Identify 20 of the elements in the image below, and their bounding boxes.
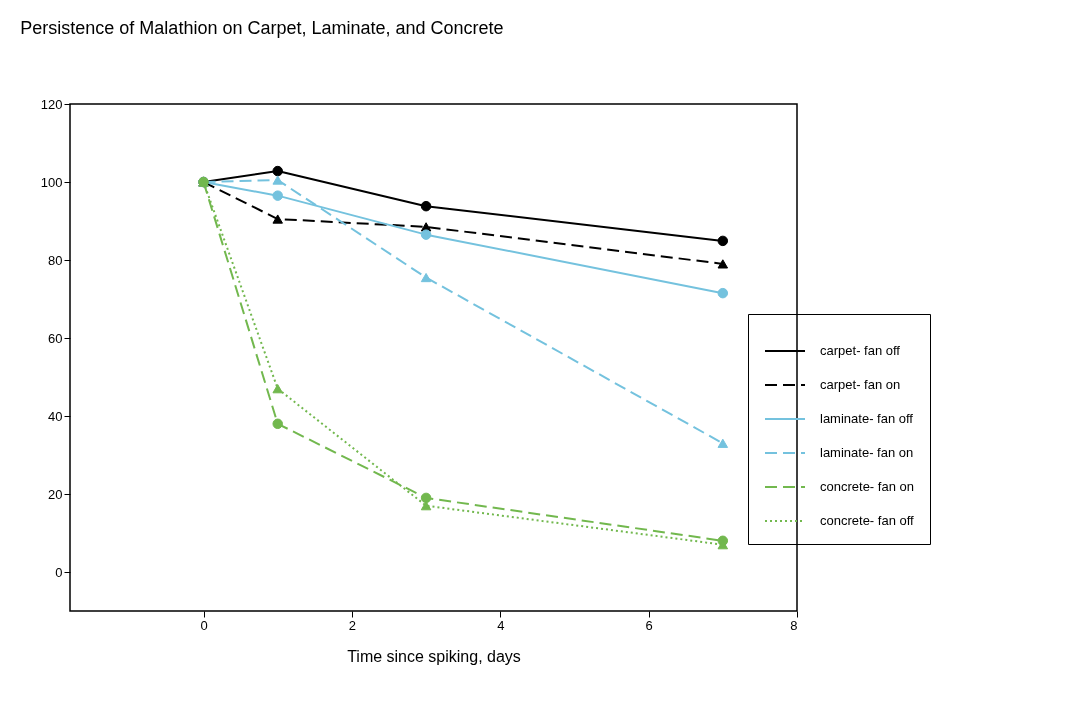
x-tick-label: 6: [645, 617, 653, 633]
y-tick-label: 80: [48, 252, 63, 268]
y-tick-label: 100: [40, 174, 63, 190]
legend-label: concrete- fan off: [820, 513, 915, 528]
legend-label: laminate- fan on: [820, 445, 914, 460]
y-tick-label: 20: [48, 486, 63, 502]
x-tick-label: 4: [497, 617, 505, 633]
legend-label: carpet- fan on: [820, 377, 901, 392]
legend-label: concrete- fan on: [820, 479, 914, 494]
x-tick-label: 0: [200, 617, 208, 633]
x-axis-title: Time since spiking, days: [347, 647, 521, 665]
y-tick-label: 60: [48, 330, 63, 346]
legend-label: laminate- fan off: [820, 411, 914, 426]
y-tick-label: 120: [40, 96, 63, 112]
x-tick-label: 8: [790, 617, 798, 633]
legend-label: carpet- fan off: [820, 343, 901, 358]
y-tick-label: 0: [55, 564, 63, 580]
chart-title: Persistence of Malathion on Carpet, Laminate, and Concrete: [20, 18, 504, 38]
x-tick-label: 2: [348, 617, 357, 633]
y-tick-label: 40: [48, 408, 63, 424]
